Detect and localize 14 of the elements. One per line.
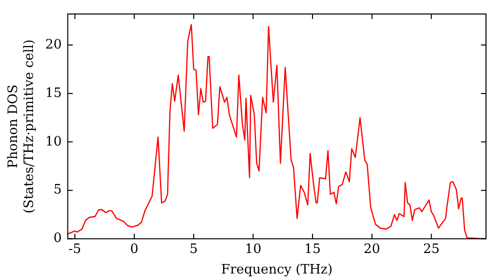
- x-tick-label: 0: [130, 242, 138, 257]
- x-tick-label: 20: [364, 242, 380, 257]
- y-tick-label: 5: [53, 182, 62, 198]
- y-tick-label: 10: [45, 134, 62, 150]
- x-tick-label: 15: [304, 242, 321, 257]
- x-tick-label: 25: [423, 242, 440, 257]
- y-axis-title: Phonon DOS (States/THz·primitive cell): [6, 39, 37, 214]
- x-tick-label: 5: [190, 242, 198, 257]
- x-axis-title: Frequency (THz): [221, 262, 333, 278]
- y-tick-label: 15: [45, 86, 62, 101]
- x-tick-label: -5: [68, 242, 82, 257]
- y-tick-label: 0: [53, 231, 62, 246]
- y-tick-label: 20: [45, 37, 62, 52]
- x-tick-label: 10: [244, 242, 262, 257]
